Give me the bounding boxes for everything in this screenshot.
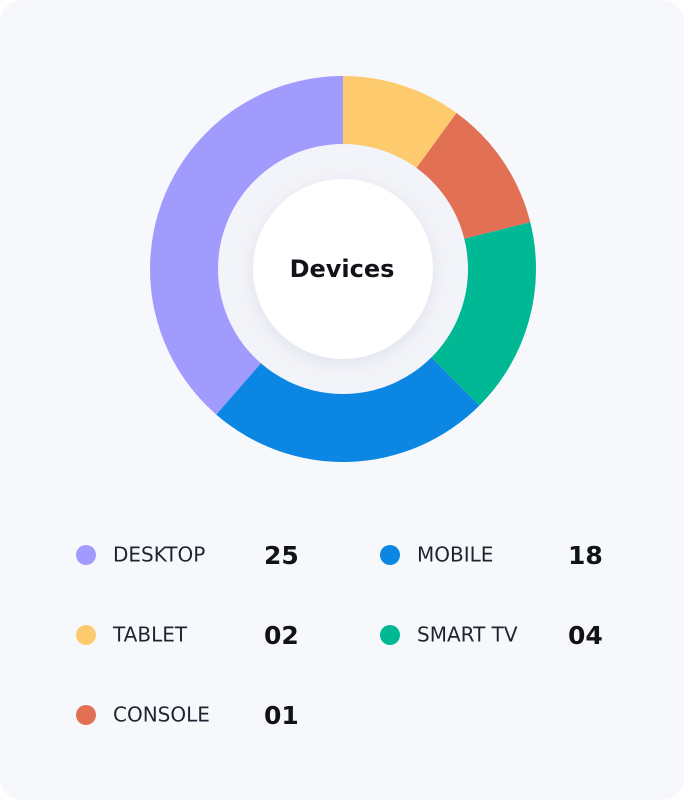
legend-dot <box>380 545 400 565</box>
legend-count: 04 <box>568 621 603 650</box>
legend-count: 02 <box>264 621 299 650</box>
legend-dot <box>76 705 96 725</box>
center-disc <box>253 179 433 359</box>
legend-label: SMART TV <box>417 623 518 647</box>
legend-dot <box>380 625 400 645</box>
legend-label: DESKTOP <box>113 543 205 567</box>
legend-label: CONSOLE <box>113 703 210 727</box>
slice <box>343 76 457 169</box>
slice <box>149 76 343 415</box>
legend-count: 18 <box>568 541 603 570</box>
slice <box>430 222 536 406</box>
slice <box>415 112 531 239</box>
legend-dot <box>76 545 96 565</box>
legend-count: 01 <box>264 701 299 730</box>
legend-count: 25 <box>264 541 299 570</box>
donut <box>149 76 536 462</box>
legend: DESKTOP 25 MOBILE 18 SMART TV 04 CONSOLE 01 TABL… <box>76 541 603 730</box>
chart-title: Devices <box>290 255 395 283</box>
legend-label: MOBILE <box>417 543 493 567</box>
legend-label: TABLET <box>112 623 188 647</box>
slice <box>216 356 480 462</box>
legend-dot <box>76 625 96 645</box>
